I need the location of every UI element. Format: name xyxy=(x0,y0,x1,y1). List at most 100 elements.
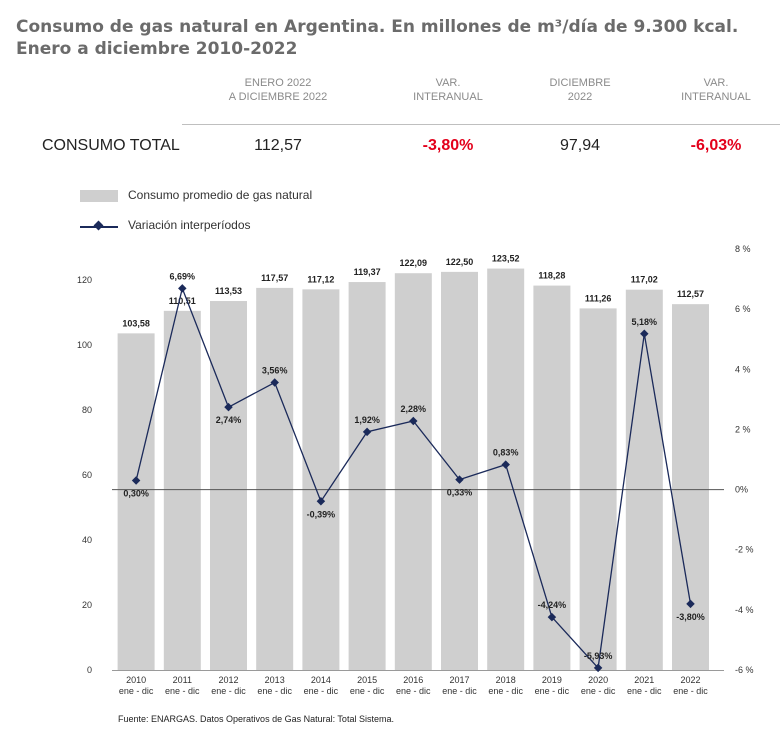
kpi-header-period-line1: ENERO 2022 xyxy=(244,77,312,89)
chart-title: Consumo de gas natural en Argentina. En … xyxy=(16,16,776,60)
x-tick-sublabel: ene - dic xyxy=(396,686,431,696)
variation-value-label: 1,92% xyxy=(354,415,380,425)
variation-point xyxy=(640,329,649,339)
kpi-header-period-line2: A DICIEMBRE 2022 xyxy=(228,91,328,103)
x-tick-sublabel: ene - dic xyxy=(673,686,708,696)
bar-value-label: 122,09 xyxy=(400,258,428,268)
variation-value-label: 0,83% xyxy=(493,448,519,458)
x-tick-label: 2020 xyxy=(588,675,608,685)
y-left-tick-label: 120 xyxy=(77,275,92,285)
variation-value-label: 3,56% xyxy=(262,366,288,376)
y-left-tick-label: 0 xyxy=(87,665,92,675)
variation-point xyxy=(178,284,187,293)
bar-2017 xyxy=(441,271,478,670)
x-tick-sublabel: ene - dic xyxy=(627,686,662,696)
x-tick-label: 2012 xyxy=(218,675,238,685)
x-tick-label: 2022 xyxy=(680,675,700,685)
bar-2021 xyxy=(625,289,663,670)
x-tick-label: 2011 xyxy=(173,675,192,685)
variation-point xyxy=(409,416,418,426)
bar-value-label: 111,26 xyxy=(585,293,612,303)
x-tick-label: 2014 xyxy=(311,675,331,685)
x-tick-label: 2015 xyxy=(357,675,377,685)
bar-2016 xyxy=(394,273,432,670)
x-tick-sublabel: ene - dic xyxy=(581,686,616,696)
kpi-header-december-line1: DICIEMBRE xyxy=(549,77,611,89)
variation-point xyxy=(362,427,372,437)
bar-value-label: 118,28 xyxy=(538,271,565,281)
bar-2010 xyxy=(117,333,155,670)
legend-bar-label: Consumo promedio de gas natural xyxy=(128,188,313,202)
title-line-2: Enero a diciembre 2010-2022 xyxy=(16,39,298,59)
legend-bar-swatch xyxy=(80,190,118,202)
variation-point xyxy=(131,476,141,485)
x-tick-sublabel: ene - dic xyxy=(304,686,339,696)
bar-2013 xyxy=(256,287,294,670)
bar-value-label: 119,37 xyxy=(354,267,381,277)
bar-2019 xyxy=(533,285,571,670)
kpi-header-period: ENERO 2022 A DICIEMBRE 2022 xyxy=(218,76,338,104)
bar-value-label: 123,52 xyxy=(492,254,520,264)
x-tick-sublabel: ene - dic xyxy=(119,686,154,696)
x-tick-sublabel: ene - dic xyxy=(165,686,200,696)
variation-point xyxy=(593,663,603,673)
x-tick-sublabel: ene - dic xyxy=(535,686,570,696)
y-right-tick-label: 4 % xyxy=(735,364,751,374)
kpi-header-var-2-line1: VAR. xyxy=(703,77,729,89)
y-left-tick-label: 80 xyxy=(82,405,92,415)
x-tick-sublabel: ene - dic xyxy=(211,686,246,696)
bar-value-label: 103,58 xyxy=(122,318,150,328)
source-note: Fuente: ENARGAS. Datos Operativos de Gas… xyxy=(118,714,394,724)
x-tick-sublabel: ene - dic xyxy=(257,686,292,696)
x-tick-label: 2017 xyxy=(449,675,469,685)
bar-2011 xyxy=(163,310,201,670)
bar-2014 xyxy=(302,289,340,670)
x-tick-label: 2016 xyxy=(403,675,423,685)
x-tick-label: 2018 xyxy=(496,675,516,685)
y-left-tick-label: 100 xyxy=(77,340,92,350)
bar-2022 xyxy=(672,304,709,670)
y-right-tick-label: 0% xyxy=(735,485,748,495)
y-left-tick-label: 20 xyxy=(82,600,92,610)
x-tick-sublabel: ene - dic xyxy=(350,686,385,696)
variation-point xyxy=(686,599,695,609)
bar-value-label: 113,53 xyxy=(215,286,242,296)
variation-point xyxy=(547,612,557,622)
kpi-value-period: 112,57 xyxy=(254,137,302,154)
bar-2015 xyxy=(348,282,386,670)
bar-value-label: 117,57 xyxy=(261,273,288,283)
variation-value-label: -5,93% xyxy=(584,651,613,661)
bar-value-label: 112,57 xyxy=(677,289,704,299)
kpi-header-var-1-line1: VAR. xyxy=(435,77,461,89)
kpi-row-label: CONSUMO TOTAL xyxy=(42,137,180,154)
variation-point xyxy=(316,497,326,506)
y-right-tick-label: 2 % xyxy=(735,424,751,434)
y-left-tick-label: 60 xyxy=(82,470,92,480)
kpi-header-var-2: VAR. INTERANUAL xyxy=(656,76,776,104)
kpi-value-december: 97,94 xyxy=(559,137,601,154)
variation-value-label: 5,18% xyxy=(632,317,658,327)
bar-value-label: 117,12 xyxy=(307,274,334,284)
kpi-header-december: DICIEMBRE 2022 xyxy=(520,76,640,104)
bar-value-label: 110,51 xyxy=(169,296,196,306)
variation-value-label: -4,24% xyxy=(538,600,567,610)
y-left-tick-label: 40 xyxy=(82,535,92,545)
variation-value-label: 0,33% xyxy=(447,488,473,498)
y-right-tick-label: 6 % xyxy=(735,304,751,314)
variation-point xyxy=(224,402,233,412)
x-tick-label: 2021 xyxy=(634,675,654,685)
kpi-value-var-2: -6,03% xyxy=(690,137,742,154)
y-right-tick-label: -4 % xyxy=(735,605,754,615)
variation-value-label: 2,74% xyxy=(216,415,242,425)
kpi-header-december-line2: 2022 xyxy=(567,91,593,103)
legend-line-label: Variación interperíodos xyxy=(128,218,251,232)
y-right-tick-label: 8 % xyxy=(735,244,751,254)
x-tick-label: 2013 xyxy=(265,675,285,685)
variation-value-label: -3,80% xyxy=(676,612,705,622)
x-tick-sublabel: ene - dic xyxy=(488,686,523,696)
bar-2012 xyxy=(210,301,247,670)
kpi-divider xyxy=(182,124,780,125)
kpi-header-var-2-line2: INTERANUAL xyxy=(681,91,751,103)
kpi-value-var-1: -3,80% xyxy=(422,137,474,154)
